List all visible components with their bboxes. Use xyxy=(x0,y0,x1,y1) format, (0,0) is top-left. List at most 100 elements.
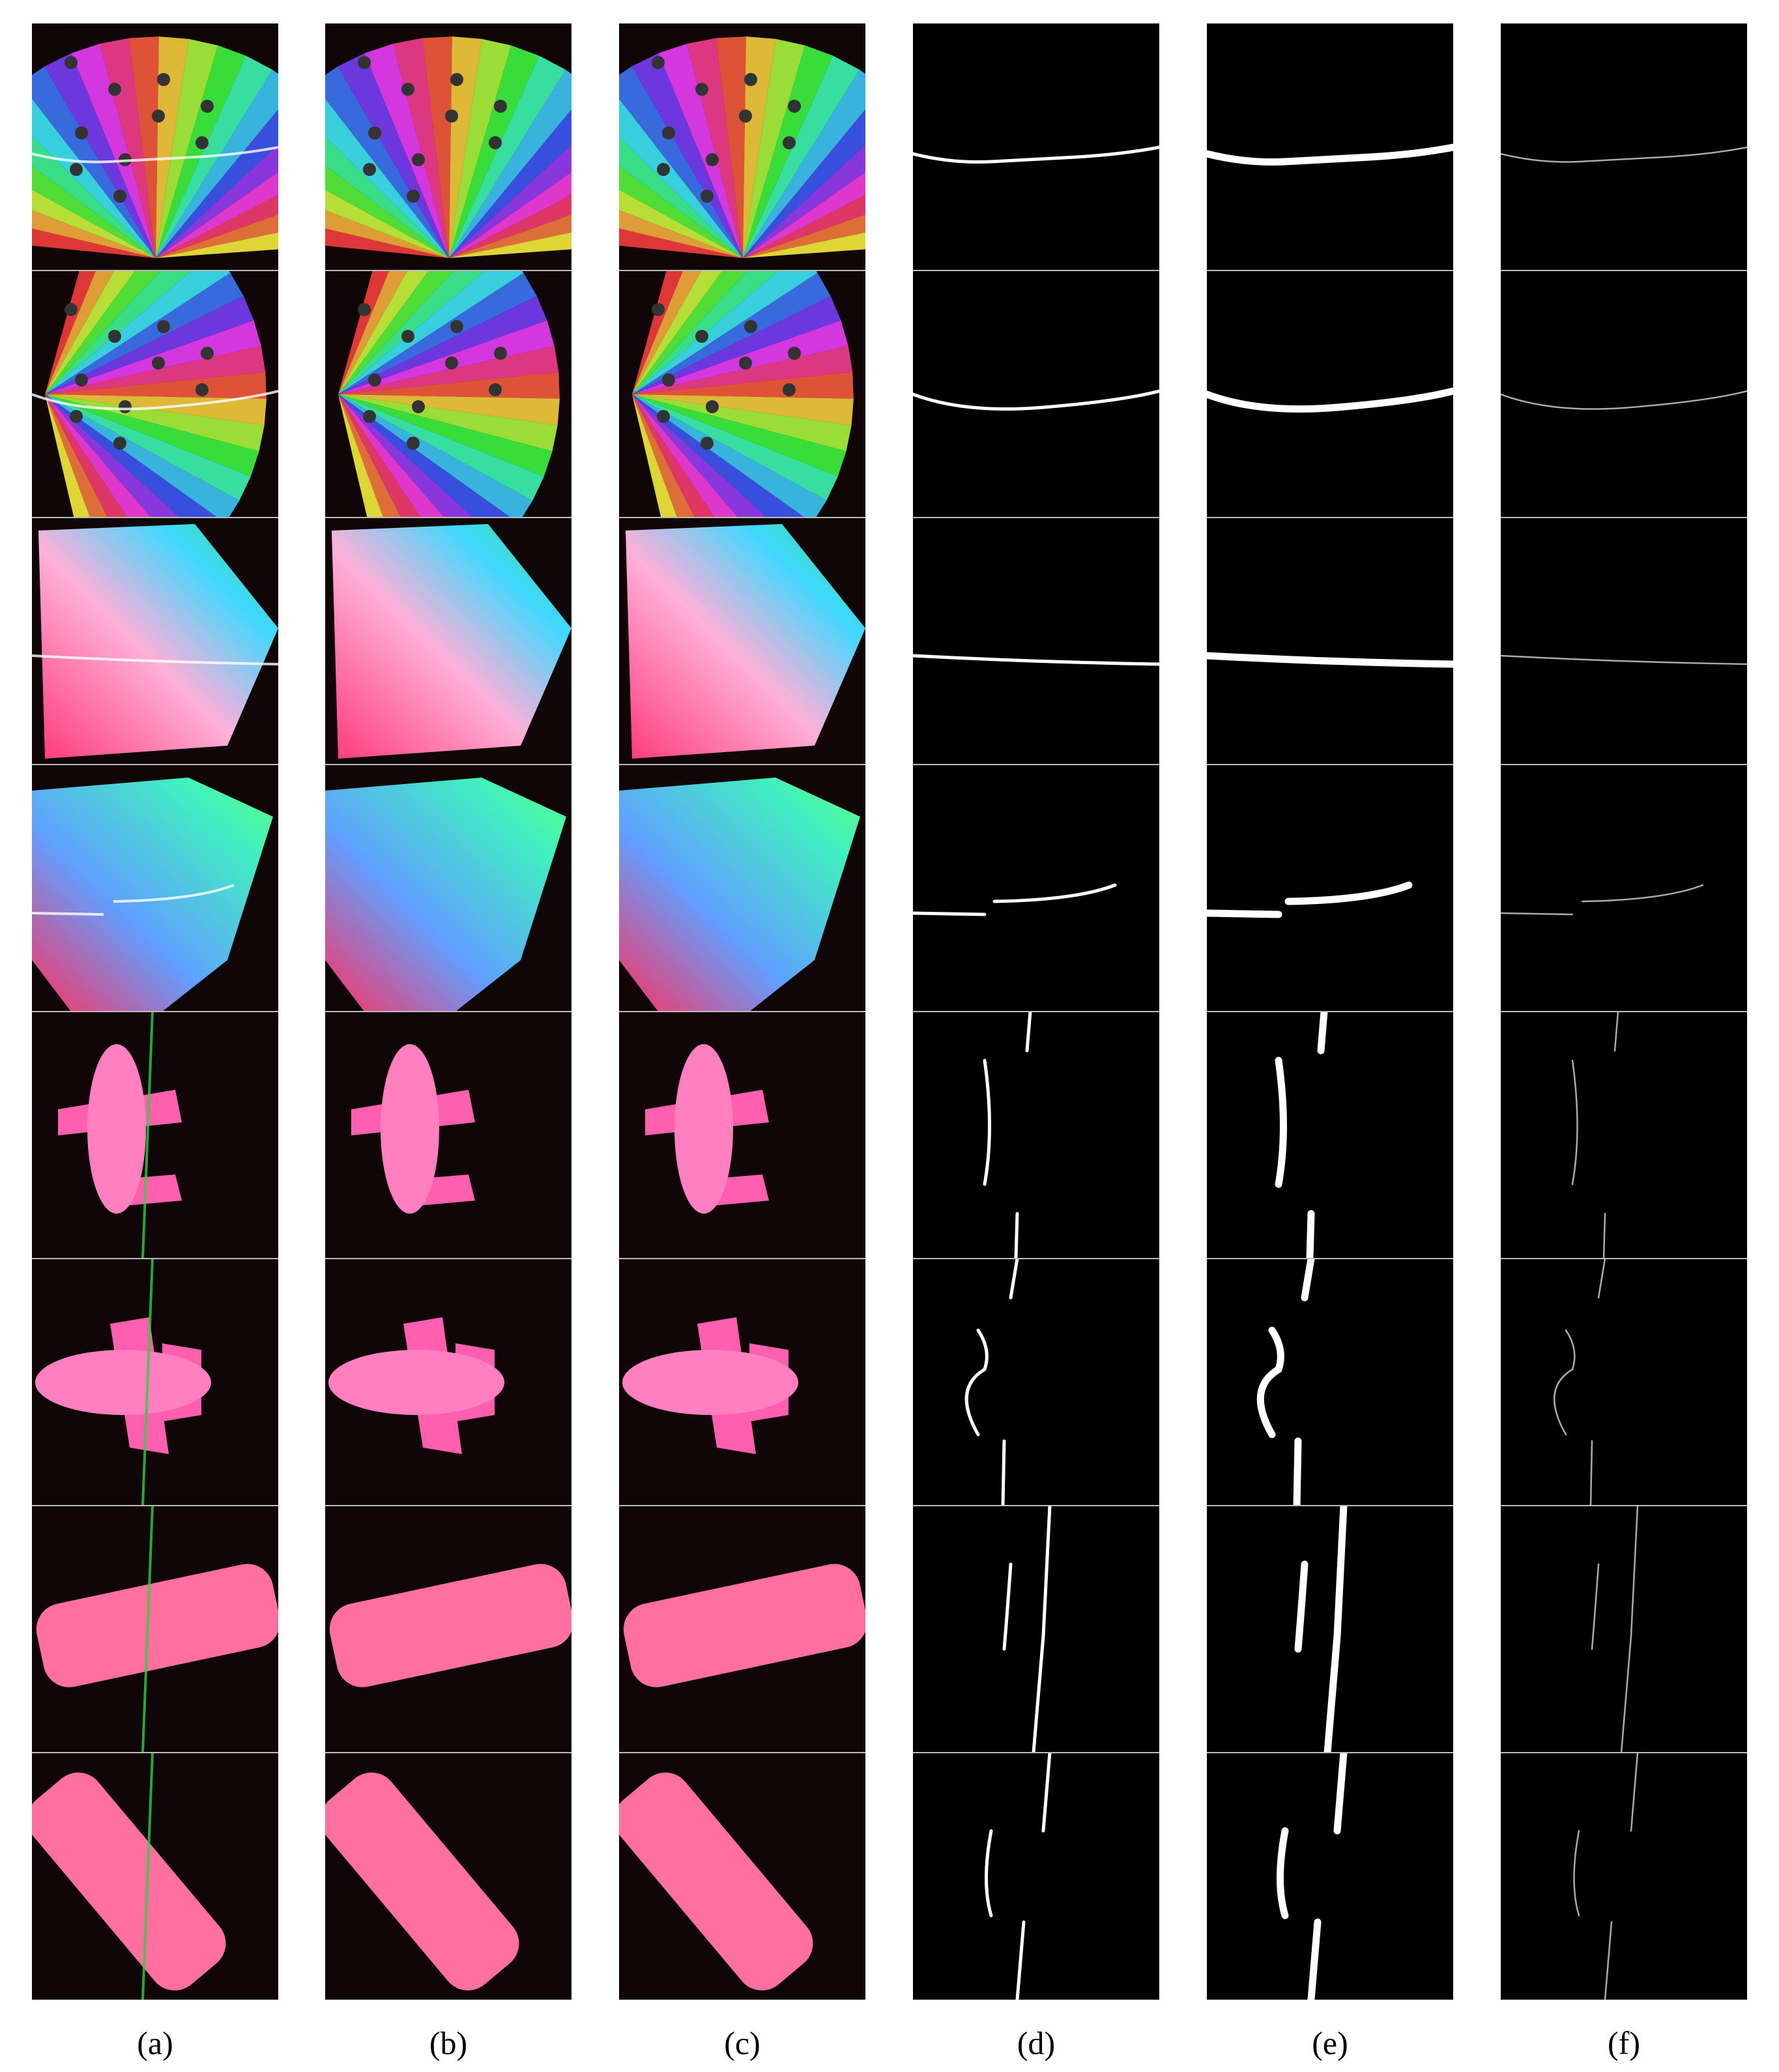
panel-bg xyxy=(619,1012,865,1259)
panel xyxy=(913,1752,1159,2000)
shell-spot xyxy=(701,437,714,450)
panel-content xyxy=(1501,390,1747,410)
panel xyxy=(1501,764,1747,1012)
shell-rib xyxy=(338,372,560,399)
shell-rib xyxy=(743,232,865,258)
panel xyxy=(913,1258,1159,1506)
panel-content xyxy=(985,1753,1052,2000)
laser-line xyxy=(32,146,278,164)
shell-spot xyxy=(662,126,675,139)
shell-spot xyxy=(489,136,502,149)
panel-content xyxy=(623,1564,865,1687)
shell-rib xyxy=(743,55,860,258)
stripe xyxy=(913,145,1159,164)
shell-rib xyxy=(632,320,848,394)
panel xyxy=(32,517,278,765)
panel-content xyxy=(1573,1753,1639,2000)
shell-spot xyxy=(494,100,507,113)
panel xyxy=(325,23,571,270)
shell-spot xyxy=(152,109,165,123)
panel xyxy=(325,1011,571,1259)
shell-rib xyxy=(632,372,854,399)
shell-rib xyxy=(156,232,278,258)
stripe xyxy=(1591,1506,1639,1753)
shell-spot xyxy=(401,83,414,96)
shell-rib xyxy=(364,44,449,259)
panel xyxy=(1501,517,1747,765)
train-body xyxy=(623,1564,865,1687)
shell-rib xyxy=(338,270,390,394)
panel xyxy=(619,1011,865,1259)
shell-rib xyxy=(449,45,540,258)
shell-rib xyxy=(156,214,278,258)
shell-rib xyxy=(631,53,743,258)
shell-rib xyxy=(156,69,278,258)
panel-bg xyxy=(1501,1012,1747,1259)
fuselage xyxy=(622,1350,798,1415)
panel-bg xyxy=(1501,1753,1747,2000)
panel-bg xyxy=(325,1012,571,1259)
shell-spot xyxy=(201,100,214,113)
shell-spot xyxy=(412,400,425,413)
shell-spot xyxy=(70,163,83,176)
panel-label: (d) xyxy=(1017,2024,1055,2061)
panel-content xyxy=(329,1564,571,1687)
shell-spot xyxy=(788,347,801,360)
shell-rib xyxy=(325,166,449,258)
panel-content xyxy=(1294,1506,1348,1753)
shell-spot xyxy=(652,56,665,69)
shell-spot xyxy=(445,109,458,123)
panel-bg xyxy=(1207,23,1453,270)
shell-rib xyxy=(45,394,251,501)
panel-bg xyxy=(913,1259,1159,1506)
shell-rib xyxy=(449,109,571,258)
stripe xyxy=(1277,1753,1348,2000)
panel xyxy=(32,270,278,518)
shell-rib xyxy=(32,228,156,258)
shell-rib xyxy=(338,394,560,426)
stripe xyxy=(1207,143,1453,166)
shell-rib xyxy=(743,38,805,259)
panel-content xyxy=(325,778,566,1012)
panel xyxy=(913,270,1159,518)
panel xyxy=(1207,23,1453,270)
panel-bg xyxy=(1207,765,1453,1012)
panel xyxy=(325,1505,571,1753)
panel-bg xyxy=(1501,765,1747,1012)
panel xyxy=(1207,270,1453,518)
shell-rib xyxy=(422,36,452,258)
shell-rib xyxy=(338,296,547,394)
shell-spot xyxy=(695,330,708,343)
shell-rib xyxy=(32,166,156,258)
shell-rib xyxy=(619,210,743,258)
panel xyxy=(1207,517,1453,765)
panel-content xyxy=(632,270,854,518)
object xyxy=(626,524,865,759)
stripe xyxy=(1256,1259,1315,1506)
shell-rib xyxy=(156,36,189,258)
panel-content xyxy=(36,1506,278,1753)
panel xyxy=(325,1258,571,1506)
shell-spot xyxy=(450,320,463,333)
panel xyxy=(913,517,1159,765)
shell-spot xyxy=(706,153,719,166)
panel xyxy=(619,1752,865,2000)
panel xyxy=(1207,764,1453,1012)
shell-rib xyxy=(632,394,838,501)
panel-content xyxy=(622,1317,798,1454)
panel xyxy=(325,270,571,518)
shell-rib xyxy=(156,194,278,258)
shell-spot xyxy=(70,410,83,423)
panel xyxy=(325,764,571,1012)
panel-content xyxy=(32,270,278,518)
shell-rib xyxy=(743,194,865,258)
panel-content xyxy=(328,1317,504,1454)
shell-rib xyxy=(338,394,473,518)
panel xyxy=(325,1752,571,2000)
shell-rib xyxy=(32,136,156,258)
panel-content xyxy=(645,1044,769,1214)
stripe xyxy=(1573,1753,1639,2000)
stripe xyxy=(1501,884,1704,916)
panel xyxy=(1207,1752,1453,2000)
